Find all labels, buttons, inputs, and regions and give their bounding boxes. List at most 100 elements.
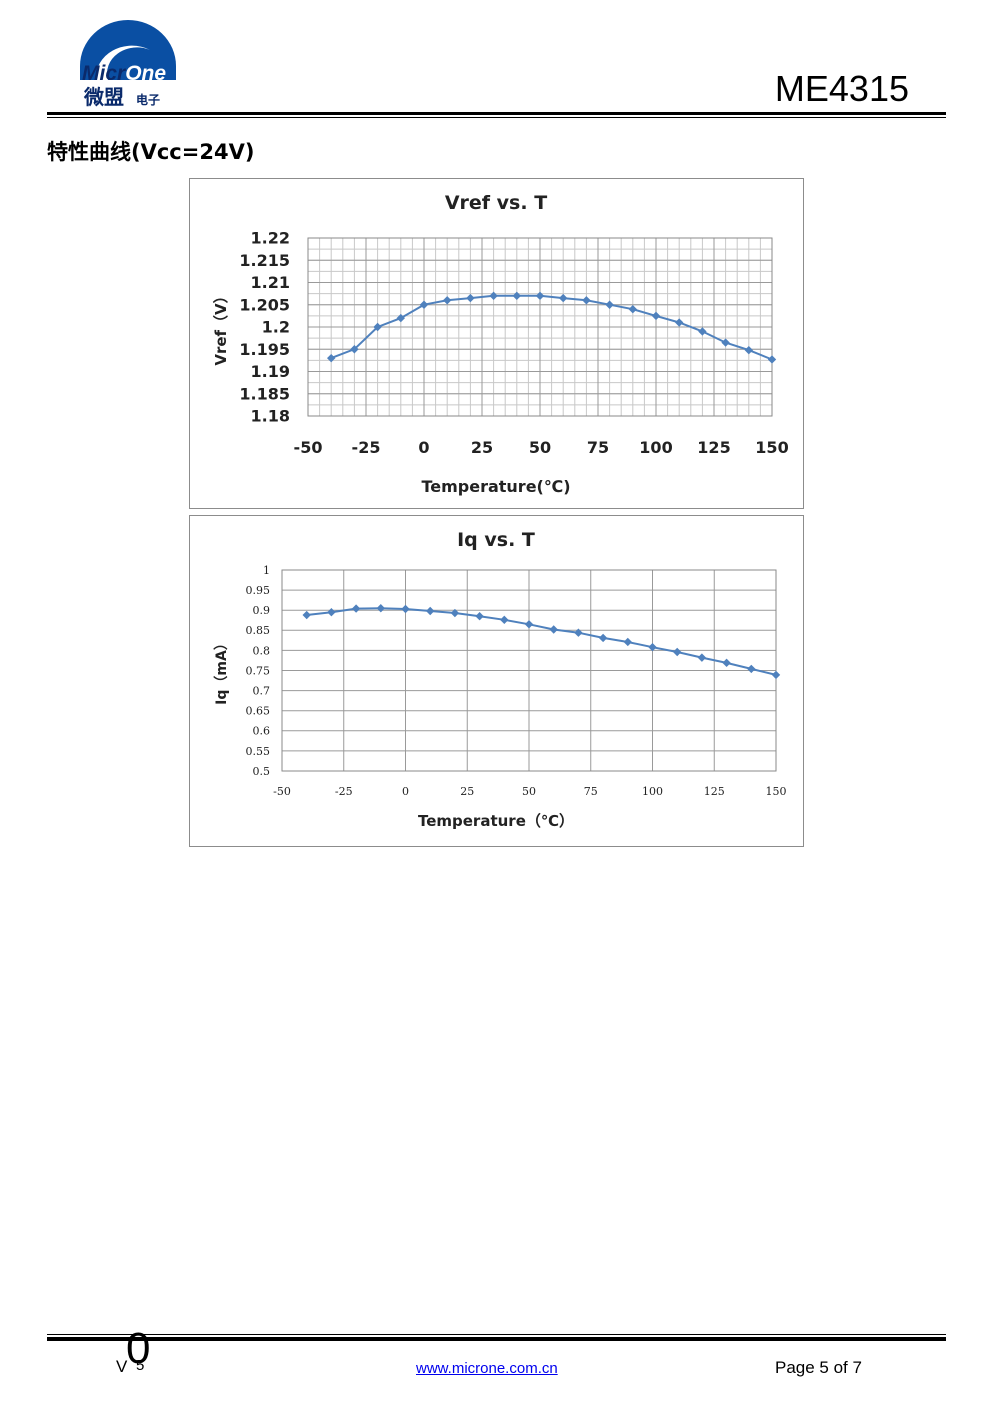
series-line — [330, 294, 773, 361]
x-tick-label: 0 — [418, 438, 429, 457]
x-tick-label: 100 — [639, 438, 672, 457]
x-tick-label: -25 — [352, 438, 381, 457]
data-point — [373, 322, 382, 332]
logo-text-cn-small: 电子 — [136, 92, 160, 107]
y-tick-label: 0.7 — [253, 684, 271, 697]
data-point — [376, 603, 385, 613]
x-tick-label: 50 — [522, 785, 536, 798]
vref-chart: 1.18 1.185 1.19 1.195 1.2 1.205 1.21 1.215 1.22 -… — [189, 178, 804, 509]
y-tick-label: 0.85 — [246, 624, 271, 637]
x-tick-label: 25 — [460, 785, 474, 798]
data-point — [302, 610, 311, 620]
y-tick-label: 1.18 — [251, 407, 290, 426]
y-tick-label: 1.185 — [239, 384, 290, 403]
y-tick-label: 0.5 — [253, 765, 271, 778]
data-point — [582, 296, 591, 305]
y-tick-label: 1 — [263, 564, 270, 577]
x-tick-label: 75 — [584, 785, 598, 798]
data-point — [401, 604, 410, 614]
data-point — [605, 300, 614, 309]
x-tick-label: 150 — [755, 438, 788, 457]
x-axis-label: Temperature(℃) — [421, 477, 570, 496]
footer-rule-thin — [47, 1334, 946, 1335]
data-point — [426, 606, 435, 616]
data-point — [524, 620, 534, 629]
data-point — [351, 604, 361, 613]
y-tick-label: 1.215 — [239, 251, 290, 270]
data-point — [673, 647, 682, 657]
data-point — [475, 612, 484, 621]
data-point — [598, 633, 608, 643]
iq-chart: 0.5 0.55 0.6 0.65 0.7 0.75 0.8 0.85 0.9 0.95 1 -50 -… — [189, 515, 804, 847]
data-point — [721, 338, 730, 347]
y-tick-label: 0.6 — [253, 725, 271, 738]
logo-text-one: One — [125, 62, 166, 85]
data-point — [512, 291, 521, 301]
vref-chart-svg: 1.18 1.185 1.19 1.195 1.2 1.205 1.21 1.215 1.22 -… — [212, 192, 789, 496]
y-tick-label: 1.21 — [251, 273, 290, 292]
y-tick-label: 0.75 — [246, 664, 271, 677]
footer-rule-thick — [47, 1337, 946, 1341]
data-point — [466, 293, 475, 303]
website-link[interactable]: www.microne.com.cn — [416, 1360, 558, 1377]
data-point — [697, 653, 707, 662]
data-point — [327, 353, 336, 363]
section-title: 特性曲线(Vcc=24V) — [47, 140, 255, 164]
x-tick-label: 125 — [704, 785, 725, 798]
series-line — [306, 607, 777, 676]
x-tick-label: 150 — [766, 785, 787, 798]
chart-title: Vref vs. T — [445, 192, 547, 214]
iq-chart-svg: 0.5 0.55 0.6 0.65 0.7 0.75 0.8 0.85 0.9 0.95 1 -50 -… — [214, 529, 787, 830]
y-tick-label: 1.195 — [239, 340, 290, 359]
logo-text-micr: Micr — [82, 62, 127, 85]
data-point — [500, 615, 509, 625]
data-point — [419, 300, 429, 309]
data-point — [623, 637, 632, 647]
x-tick-label: 75 — [587, 438, 609, 457]
data-point — [559, 293, 568, 303]
y-tick-label: 1.22 — [251, 229, 290, 248]
y-tick-label: 0.9 — [253, 604, 271, 617]
data-point — [771, 670, 781, 680]
data-point — [489, 291, 498, 301]
y-tick-label: 0.55 — [246, 745, 271, 758]
x-tick-label: -50 — [273, 785, 291, 798]
x-tick-label: 50 — [529, 438, 551, 457]
data-point — [698, 327, 707, 336]
data-point — [549, 625, 558, 634]
x-tick-label: 100 — [642, 785, 663, 798]
header-rule-thick — [47, 112, 946, 115]
data-point — [350, 345, 359, 354]
part-number: ME4315 — [774, 68, 909, 109]
data-point — [651, 311, 661, 321]
footer-version-big: 0 — [126, 1324, 151, 1373]
y-tick-label: 0.8 — [253, 644, 271, 657]
data-point — [396, 313, 405, 323]
x-tick-label: -25 — [335, 785, 353, 798]
x-axis-label: Temperature（℃） — [418, 812, 574, 830]
x-tick-label: 0 — [402, 785, 409, 798]
plot-area — [307, 237, 773, 417]
data-point — [767, 355, 777, 364]
data-point — [628, 305, 637, 314]
data-point — [722, 658, 731, 668]
y-tick-label: 0.95 — [246, 584, 271, 597]
y-tick-label: 0.65 — [246, 705, 271, 718]
header-rule-thin — [47, 117, 946, 118]
microne-logo: MicrOne 微盟 电子 — [80, 20, 176, 108]
logo-text-cn: 微盟 — [83, 85, 124, 108]
y-tick-label: 1.205 — [239, 295, 290, 314]
chart-title: Iq vs. T — [457, 529, 535, 551]
y-axis-label: Iq（mA） — [214, 636, 230, 705]
data-point — [744, 345, 753, 355]
x-tick-label: -50 — [294, 438, 323, 457]
data-point — [747, 664, 756, 674]
data-point — [648, 642, 657, 652]
data-point — [535, 291, 545, 301]
data-point — [675, 318, 684, 327]
data-point — [443, 296, 452, 305]
y-tick-label: 1.2 — [262, 318, 290, 337]
page-number: Page 5 of 7 — [775, 1358, 862, 1377]
data-point — [327, 608, 336, 617]
